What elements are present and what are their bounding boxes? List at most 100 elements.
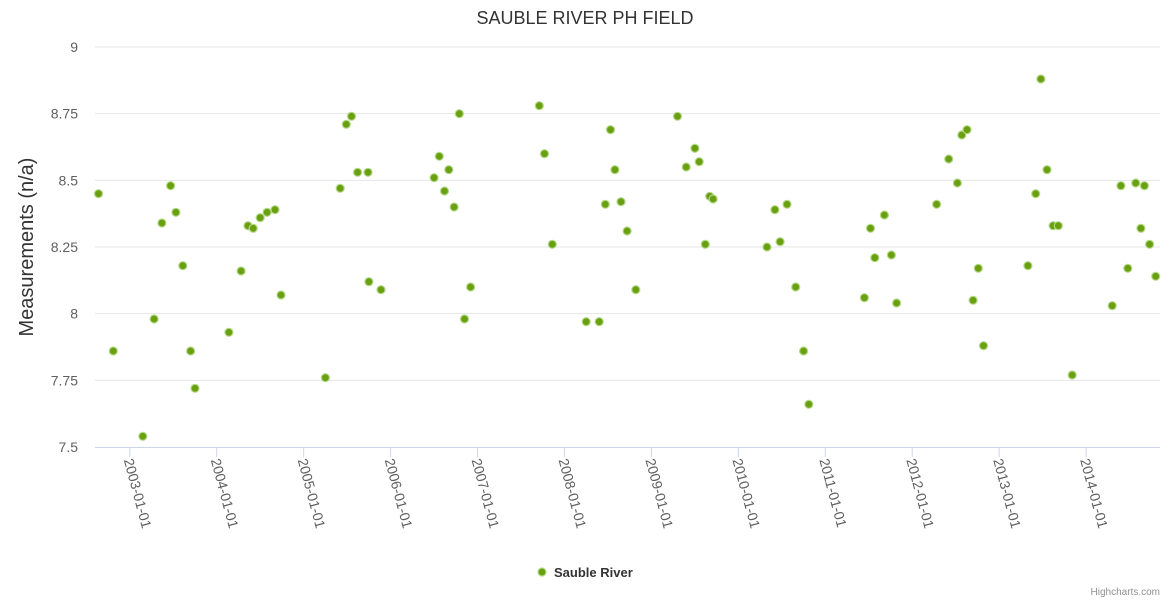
data-point[interactable] [859, 293, 870, 303]
data-point[interactable] [708, 194, 718, 204]
data-point[interactable] [870, 253, 880, 263]
data-point[interactable] [1131, 178, 1141, 188]
data-point[interactable] [770, 205, 780, 215]
data-point[interactable] [798, 346, 809, 356]
data-point[interactable] [1144, 239, 1155, 249]
data-point[interactable] [1053, 221, 1063, 231]
data-point[interactable] [581, 317, 591, 327]
data-point[interactable] [138, 431, 148, 441]
y-tick-label: 8.75 [51, 106, 78, 122]
x-tick-label: 2012-01-01 [903, 457, 937, 531]
legend[interactable]: Sauble River [537, 565, 633, 580]
data-point[interactable] [186, 346, 196, 356]
data-point[interactable] [363, 167, 373, 177]
data-point[interactable] [1042, 165, 1052, 175]
data-point[interactable] [804, 399, 814, 409]
data-point[interactable] [1067, 370, 1077, 380]
data-point[interactable] [248, 223, 258, 233]
data-point[interactable] [449, 202, 459, 212]
data-point[interactable] [439, 186, 450, 196]
data-point[interactable] [149, 314, 159, 324]
data-point[interactable] [534, 101, 544, 111]
data-point[interactable] [694, 157, 704, 167]
data-point[interactable] [547, 239, 557, 249]
data-point[interactable] [236, 266, 246, 276]
data-point[interactable] [1036, 74, 1046, 84]
data-point[interactable] [610, 165, 620, 175]
data-point[interactable] [171, 207, 181, 217]
data-point[interactable] [190, 383, 200, 393]
data-point[interactable] [968, 295, 978, 305]
x-tick-label: 2013-01-01 [990, 457, 1024, 531]
x-tick-label: 2008-01-01 [556, 457, 590, 531]
data-point[interactable] [1107, 301, 1117, 311]
data-point[interactable] [1023, 261, 1033, 271]
data-point[interactable] [320, 373, 330, 383]
data-point[interactable] [454, 109, 464, 119]
data-point[interactable] [459, 314, 470, 324]
data-point[interactable] [973, 263, 983, 273]
data-point[interactable] [952, 178, 963, 188]
data-point[interactable] [157, 218, 167, 228]
data-point[interactable] [539, 149, 550, 159]
data-point[interactable] [255, 213, 265, 223]
legend-item-sauble-river[interactable]: Sauble River [554, 565, 633, 580]
data-point[interactable] [594, 317, 604, 327]
data-point[interactable] [178, 261, 188, 271]
series-sauble-river [93, 74, 1161, 441]
data-point[interactable] [782, 199, 792, 209]
x-tick-label: 2004-01-01 [208, 457, 242, 531]
data-point[interactable] [224, 327, 234, 337]
data-point[interactable] [672, 111, 683, 121]
data-point[interactable] [166, 181, 176, 191]
data-point[interactable] [353, 167, 363, 177]
data-point[interactable] [891, 298, 902, 308]
data-point[interactable] [1139, 181, 1150, 191]
data-point[interactable] [879, 210, 890, 220]
data-point[interactable] [762, 242, 772, 252]
data-point[interactable] [631, 285, 641, 295]
data-point[interactable] [341, 119, 351, 129]
data-point[interactable] [270, 205, 280, 215]
data-point[interactable] [791, 282, 801, 292]
data-point[interactable] [335, 183, 345, 193]
data-point[interactable] [1116, 181, 1126, 191]
data-point[interactable] [108, 346, 118, 356]
data-point[interactable] [93, 189, 104, 199]
y-axis-label: Measurements (n/a) [16, 158, 38, 337]
x-tick-label: 2005-01-01 [295, 457, 329, 531]
credits-link[interactable]: Highcharts.com [1091, 587, 1160, 598]
data-point[interactable] [605, 125, 616, 135]
data-point[interactable] [276, 290, 286, 300]
data-point[interactable] [346, 111, 357, 121]
data-point[interactable] [690, 143, 700, 153]
data-point[interactable] [962, 125, 972, 135]
data-point[interactable] [444, 165, 454, 175]
data-point[interactable] [616, 197, 626, 207]
legend-marker[interactable] [537, 567, 547, 577]
data-point[interactable] [886, 250, 897, 260]
data-point[interactable] [1136, 223, 1146, 233]
data-point[interactable] [466, 282, 476, 292]
data-point[interactable] [262, 207, 272, 217]
data-point[interactable] [681, 162, 691, 172]
x-tick-label: 2007-01-01 [469, 457, 503, 531]
data-point[interactable] [865, 223, 876, 233]
data-point[interactable] [1123, 263, 1133, 273]
data-point[interactable] [700, 239, 710, 249]
y-tick-label: 8 [70, 306, 78, 322]
data-point[interactable] [434, 151, 444, 161]
data-point[interactable] [944, 154, 954, 164]
y-tick-label: 7.5 [59, 439, 79, 455]
data-point[interactable] [600, 199, 610, 209]
data-point[interactable] [364, 277, 374, 287]
data-point[interactable] [1031, 189, 1041, 199]
data-point[interactable] [931, 199, 942, 209]
x-tick-label: 2010-01-01 [729, 457, 763, 531]
data-point[interactable] [1151, 271, 1161, 281]
data-point[interactable] [775, 237, 785, 247]
data-point[interactable] [978, 341, 989, 351]
data-point[interactable] [622, 226, 632, 236]
data-point[interactable] [429, 173, 439, 183]
data-point[interactable] [376, 285, 386, 295]
